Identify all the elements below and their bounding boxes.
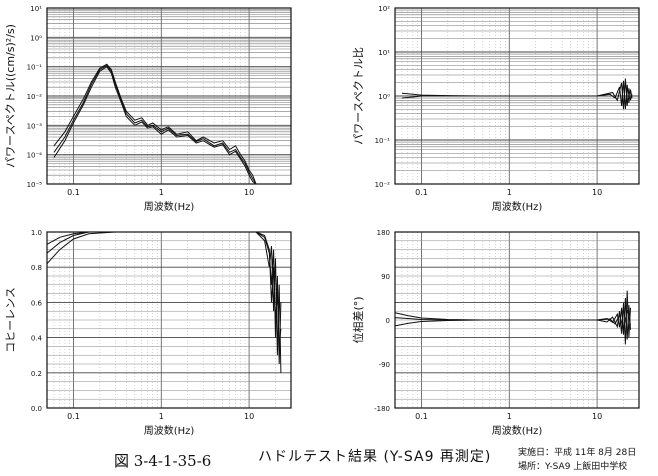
x-tick-label: 1 [507,412,512,421]
measurement-date: 実施日：平成 11年 8月 28日 [518,448,637,458]
y-tick-label: -180 [374,405,390,413]
y-tick-label: 10⁻⁴ [27,152,43,160]
y-tick-label: 10⁻¹ [375,137,391,145]
y-tick-label: 0.8 [31,264,42,272]
y-tick-label: 10⁻³ [27,122,43,130]
chart-spectral-ratio: 0.1 1 10 10² 10¹ 10⁰ 10⁻¹ 10⁻² 周波数(Hz) パワースペクトル比 [352,5,640,213]
chart-power-spectrum: 0.1 1 10 10¹ 10⁰ 10⁻¹ 10⁻² 10⁻³ 10⁻⁴ 10⁻⁵ 周波数(Hz) パ… [4,5,292,213]
measurement-place: 場所：Y-SA9 上飯田中学校 [518,462,628,472]
series-line-1 [53,63,257,185]
y-tick-label: 0.6 [31,299,43,307]
y-tick-label: 10¹ [378,49,390,57]
x-axis-label: 周波数(Hz) [144,200,195,213]
x-tick-label: 0.1 [415,188,428,197]
plot-frame [46,7,292,185]
chart-coherence: 0.1 1 10 1.0 0.8 0.6 0.4 0.2 0.0 周波数(Hz) コヒーレンス [4,229,292,437]
x-axis-label: 周波数(Hz) [492,424,543,437]
y-tick-label: 10⁻⁵ [27,181,43,189]
x-tick-label: 0.1 [67,188,80,197]
y-axis-label: 位相差(°) [351,296,365,343]
x-tick-label: 0.1 [67,412,80,421]
y-tick-label: 10¹ [30,5,42,13]
y-tick-label: 180 [377,229,390,237]
grid [46,231,292,409]
y-axis-label: パワースペクトル((cm/s)²/s) [4,24,17,168]
y-tick-label: 10⁻¹ [27,64,43,72]
x-tick-label: 1 [159,412,164,421]
y-axis-label: コヒーレンス [4,287,17,353]
x-tick-label: 10 [244,188,254,197]
x-tick-label: 10 [592,412,602,421]
x-tick-label: 1 [159,188,164,197]
series-line-2 [53,64,257,185]
y-tick-label: 10⁰ [30,34,42,42]
y-tick-label: 0.0 [31,405,42,413]
y-tick-label: 0.2 [31,370,42,378]
x-axis-label: 周波数(Hz) [492,200,543,213]
y-axis-label: パワースペクトル比 [352,47,365,145]
y-tick-label: 10⁻² [27,93,43,101]
x-axis-label: 周波数(Hz) [144,424,195,437]
figure-number: 図 3-4-1-35-6 [114,452,212,470]
y-tick-label: 0 [386,317,390,325]
series-line-2 [394,290,631,345]
y-tick-label: -90 [379,361,390,369]
y-tick-label: 10² [378,5,390,13]
plot-frame [394,7,640,185]
grid [46,8,292,185]
y-tick-label: 90 [381,273,390,281]
plot-frame [394,231,640,409]
x-tick-label: 1 [507,188,512,197]
series-line-1 [394,297,631,340]
series-line-3 [53,66,257,185]
series-line-2 [401,78,633,110]
chart-phase-difference: 0.1 1 10 180 90 0 -90 -180 周波数(Hz) 位相差(°) [351,229,640,437]
x-tick-label: 10 [244,412,254,421]
series-line-3 [394,310,631,329]
series-line-3 [46,231,282,347]
y-tick-label: 1.0 [31,229,42,237]
y-tick-label: 10⁻² [375,181,391,189]
y-tick-label: 0.4 [31,335,43,343]
x-tick-label: 10 [592,188,602,197]
series-line-1 [46,231,282,365]
y-tick-label: 10⁰ [378,93,390,101]
figure-title: ハドルテスト結果 (Y-SA9 再測定) [258,449,492,465]
x-tick-label: 0.1 [415,412,428,421]
